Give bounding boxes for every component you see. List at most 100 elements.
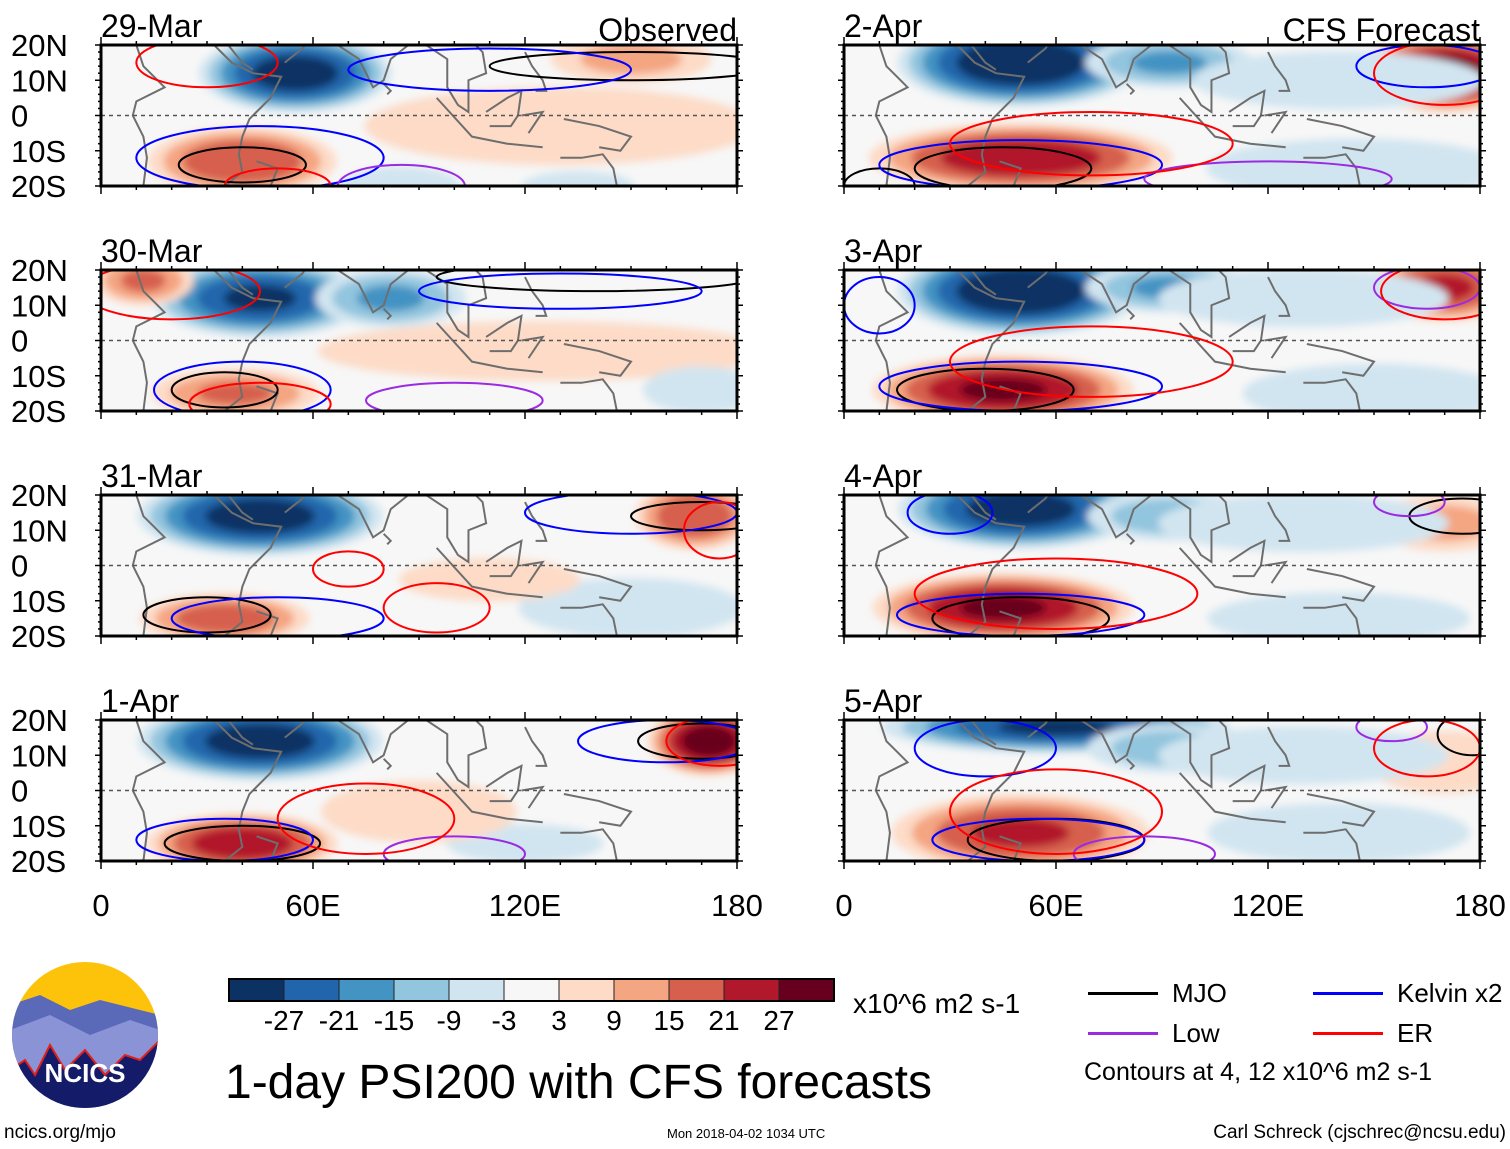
low-contour xyxy=(1355,720,1428,743)
coastline xyxy=(1228,314,1266,353)
er-contour xyxy=(949,110,1234,177)
negative-anomaly xyxy=(1158,270,1449,328)
map-panel: 3-Apr xyxy=(838,233,1486,419)
positive-anomaly xyxy=(364,87,737,166)
coastline xyxy=(213,270,283,411)
coastline xyxy=(1125,83,1136,96)
ncics-logo: NCICS xyxy=(12,962,158,1108)
coastline xyxy=(1306,793,1376,827)
kelvin-contour xyxy=(135,125,385,186)
kelvin-contour xyxy=(913,720,1057,778)
coastline xyxy=(1027,270,1049,289)
mjo-contour xyxy=(177,146,307,184)
coastline xyxy=(435,97,543,149)
colorbar-swatch xyxy=(723,978,780,1002)
er-contour xyxy=(312,550,385,588)
website-link[interactable]: ncics.org/mjo xyxy=(4,1122,116,1143)
coastline xyxy=(1306,568,1376,602)
coastline xyxy=(284,495,306,514)
colorbar-swatch xyxy=(393,978,450,1002)
er-contour xyxy=(1373,45,1480,106)
panel-date: 30-Mar xyxy=(101,233,203,269)
coastline xyxy=(1178,772,1286,824)
colorbar-swatch xyxy=(228,978,285,1002)
coastline xyxy=(874,270,910,411)
coastline xyxy=(999,385,1022,411)
coastline xyxy=(560,378,618,411)
er-contour xyxy=(1373,720,1480,778)
low-contour xyxy=(365,381,544,411)
coastline xyxy=(1264,785,1288,809)
coastline xyxy=(337,45,410,89)
coastline xyxy=(284,45,306,64)
coastline xyxy=(1264,110,1288,134)
coastline xyxy=(1228,764,1266,803)
x-tick-label: 120E xyxy=(489,888,561,923)
coastline xyxy=(435,547,543,599)
mjo-contour xyxy=(142,596,272,634)
column-label: CFS Forecast xyxy=(1283,12,1480,48)
panel-date: 4-Apr xyxy=(844,458,923,494)
y-tick-label: 10S xyxy=(11,134,66,169)
colorbar: -27 -21 -15 -9 -3 3 9 15 21 27 xyxy=(228,978,835,1035)
colorbar-swatch xyxy=(778,978,835,1002)
coastline xyxy=(382,83,393,96)
coastline xyxy=(485,89,523,128)
colorbar-label: -3 xyxy=(492,1005,517,1035)
negative-anomaly xyxy=(1242,363,1480,411)
positive-anomaly xyxy=(398,557,581,602)
negative-anomaly xyxy=(356,285,425,312)
colorbar-label: 21 xyxy=(708,1005,739,1035)
panel-grid: 29-Mar Observed20N10N010S20S30-Mar20N10N0… xyxy=(11,8,1506,923)
coastline xyxy=(1080,270,1153,314)
legend-line-swatch xyxy=(1313,992,1383,995)
positive-anomaly xyxy=(321,780,517,843)
coastline xyxy=(425,45,488,114)
coastline xyxy=(1027,495,1049,514)
y-tick-label: 10S xyxy=(11,584,66,619)
colorbar-label: 9 xyxy=(606,1005,622,1035)
logo-text: NCICS xyxy=(45,1058,126,1088)
coastline xyxy=(382,308,393,321)
positive-anomaly xyxy=(120,270,166,292)
coastline xyxy=(970,720,997,746)
contour-note: Contours at 4, 12 x10^6 m2 s-1 xyxy=(1084,1058,1433,1086)
y-tick-label: 20N xyxy=(11,253,68,288)
coastline xyxy=(131,495,167,636)
coastline xyxy=(563,793,633,827)
positive-anomaly xyxy=(971,818,1070,848)
colorbar-label: 15 xyxy=(653,1005,684,1035)
coastline xyxy=(521,110,545,134)
kelvin-contour xyxy=(153,360,332,411)
coastline xyxy=(213,720,283,861)
coastline xyxy=(521,785,545,809)
mjo-contour xyxy=(637,722,737,760)
mjo-contour xyxy=(488,51,737,82)
coastline xyxy=(1303,603,1361,636)
coastline xyxy=(227,270,254,296)
colorbar-label: -21 xyxy=(319,1005,359,1035)
er-contour xyxy=(1380,270,1480,321)
coastline xyxy=(284,720,306,739)
mjo-contour xyxy=(931,596,1110,636)
coastline xyxy=(874,720,910,861)
coastline xyxy=(227,720,254,746)
legend-item: Low xyxy=(1088,1018,1220,1049)
timestamp: Mon 2018-04-02 1034 UTC xyxy=(667,1126,826,1141)
coastline xyxy=(1264,335,1288,359)
positive-anomaly xyxy=(197,382,273,405)
coastline xyxy=(382,533,393,546)
x-tick-label: 60E xyxy=(1028,888,1083,923)
coastline xyxy=(874,45,910,186)
x-tick-label: 0 xyxy=(92,888,109,923)
kelvin-contour xyxy=(844,276,916,335)
colorbar-swatch xyxy=(668,978,725,1002)
er-contour xyxy=(382,582,491,634)
coastline xyxy=(1168,45,1231,114)
negative-anomaly xyxy=(518,577,737,636)
negative-anomaly xyxy=(205,498,315,534)
coastline xyxy=(1027,720,1049,739)
coastline xyxy=(1267,501,1291,542)
